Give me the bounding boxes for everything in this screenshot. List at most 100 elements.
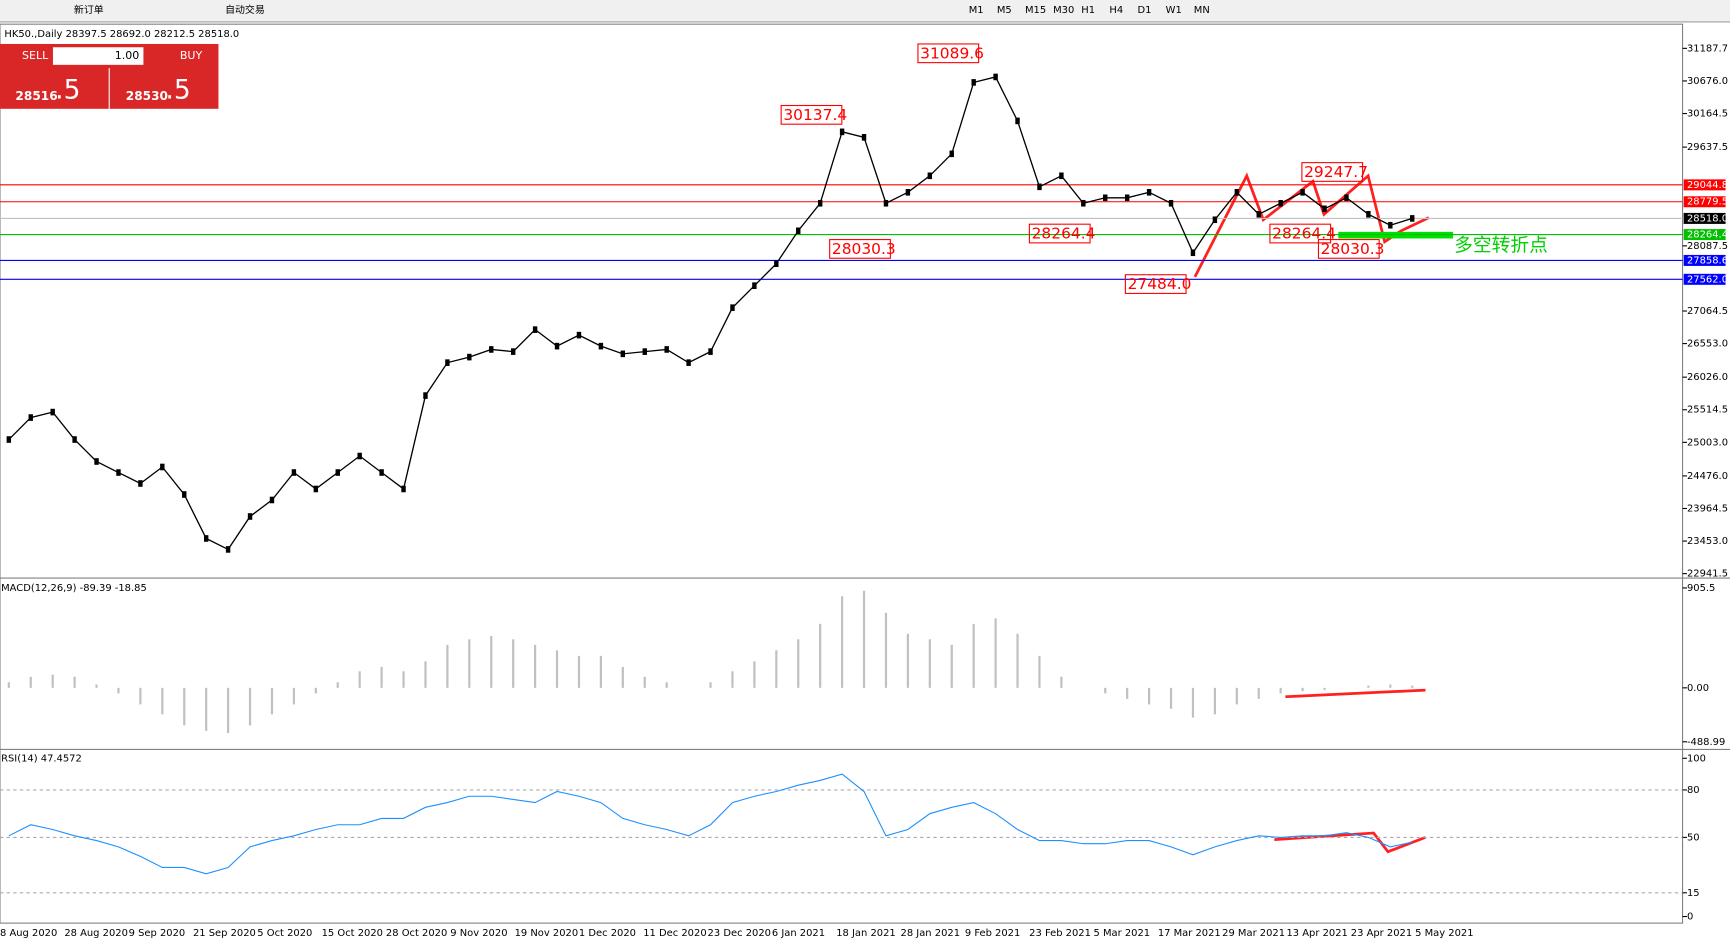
macd-bar [1301,687,1304,692]
lot-box[interactable] [52,47,144,65]
y-tick-label: 80 [1687,785,1700,796]
x-tick-label: 23 Dec 2020 [708,928,771,939]
price-tag-label: 28518.0 [1687,213,1728,224]
sell-button[interactable]: SELL [22,49,49,62]
candle [445,359,450,366]
candle [1037,183,1042,191]
macd-bar [534,644,537,688]
macd-bar [1038,655,1041,688]
annotation-box [780,104,843,125]
buy-frac[interactable]: .5 [165,75,190,106]
y-tick-label: 15 [1687,888,1700,899]
candle [971,79,976,86]
x-tick-label: 6 Jan 2021 [772,928,825,939]
candle [138,480,143,487]
buy-button[interactable]: BUY [180,49,203,62]
timeframe[interactable]: M30 [1053,5,1074,16]
candle [269,496,275,504]
y-tick-label: 22941.5 [1687,569,1728,580]
macd-bar [994,618,997,688]
macd-bar [709,682,712,688]
timeframe[interactable]: H1 [1081,5,1095,16]
toolbar-label[interactable]: 新订单 [74,3,104,16]
annotation-box [1317,239,1380,259]
toolbar [0,0,1730,22]
candle [313,485,319,493]
candle [861,134,867,141]
toolbar-label[interactable]: 自动交易 [225,3,265,16]
candle [620,350,626,358]
macd-bar [336,682,339,688]
macd-bar [512,639,515,688]
sell-frac[interactable]: .5 [55,75,80,106]
price-tag [1683,229,1726,241]
macd-bar [1104,687,1107,694]
x-tick-label: 21 Sep 2020 [193,928,256,939]
x-tick-label: 29 Mar 2021 [1222,928,1285,939]
y-tick-label: 25514.5 [1687,405,1728,416]
macd-bar [1257,687,1260,699]
x-tick-label: 9 Nov 2020 [450,928,507,939]
candle [949,150,954,158]
candle [752,282,757,289]
sell-price[interactable]: 28516 [15,89,57,103]
macd-bar [1389,684,1392,688]
candle [1081,199,1086,207]
macd-bar [797,639,800,688]
candle [598,342,604,350]
price-tag-label: 28779.5 [1687,197,1728,208]
candle [1168,199,1174,207]
candle [664,346,669,353]
timeframe[interactable]: D1 [1138,5,1152,16]
timeframe[interactable]: M5 [997,5,1012,16]
y-tick-label: 23453.0 [1687,536,1728,547]
macd-bar [205,687,208,731]
annotation: 30137.4 [783,106,847,124]
buy-price[interactable]: 28530 [126,89,168,103]
timeframe[interactable]: MN [1194,5,1210,16]
candle [357,452,362,460]
x-tick-label: 13 Apr 2021 [1286,928,1347,939]
macd-bar [1279,687,1282,694]
candle [50,408,55,416]
x-tick-label: 28 Jan 2021 [901,928,961,939]
timeframe[interactable]: M1 [969,5,984,16]
price-tag [1683,254,1726,266]
timeframe[interactable]: W1 [1166,5,1182,16]
macd-bar [841,596,844,688]
annotation-box [1028,223,1091,244]
x-tick-label: 11 Dec 2020 [643,928,706,939]
candle [774,260,779,268]
panel-title: RSI(14) 47.4572 [1,753,82,764]
y-tick-label: 50 [1687,832,1700,843]
macd-bar [490,635,493,688]
macd-bar [665,682,668,688]
macd-bar [270,687,274,715]
panel-title: MACD(12,26,9) -89.39 -18.85 [1,583,147,594]
candle [1322,205,1327,213]
candle [6,436,12,443]
macd-bar [884,612,888,688]
y-tick-label: -488.99 [1687,737,1725,748]
x-tick-label: 28 Aug 2020 [64,928,128,939]
macd-bar [73,676,76,688]
annotation: 28030.3 [832,240,896,258]
macd-bar [1367,685,1370,688]
candle [225,546,231,553]
candle [72,436,77,443]
macd-bar [161,687,164,715]
macd-bar [424,661,427,688]
x-tick-label: 23 Feb 2021 [1029,928,1091,939]
timeframe[interactable]: M15 [1025,5,1046,16]
candle [1234,189,1240,196]
macd-bar [643,676,646,688]
timeframe[interactable]: H4 [1109,5,1123,16]
annotation: 28030.3 [1321,240,1385,258]
candle [730,304,735,311]
y-tick-label: 905.5 [1687,583,1715,594]
macd-bar [775,650,778,688]
candle [686,359,691,366]
candle [1103,194,1108,202]
lot-size[interactable]: 1.00 [115,49,140,62]
candle [1278,199,1283,207]
